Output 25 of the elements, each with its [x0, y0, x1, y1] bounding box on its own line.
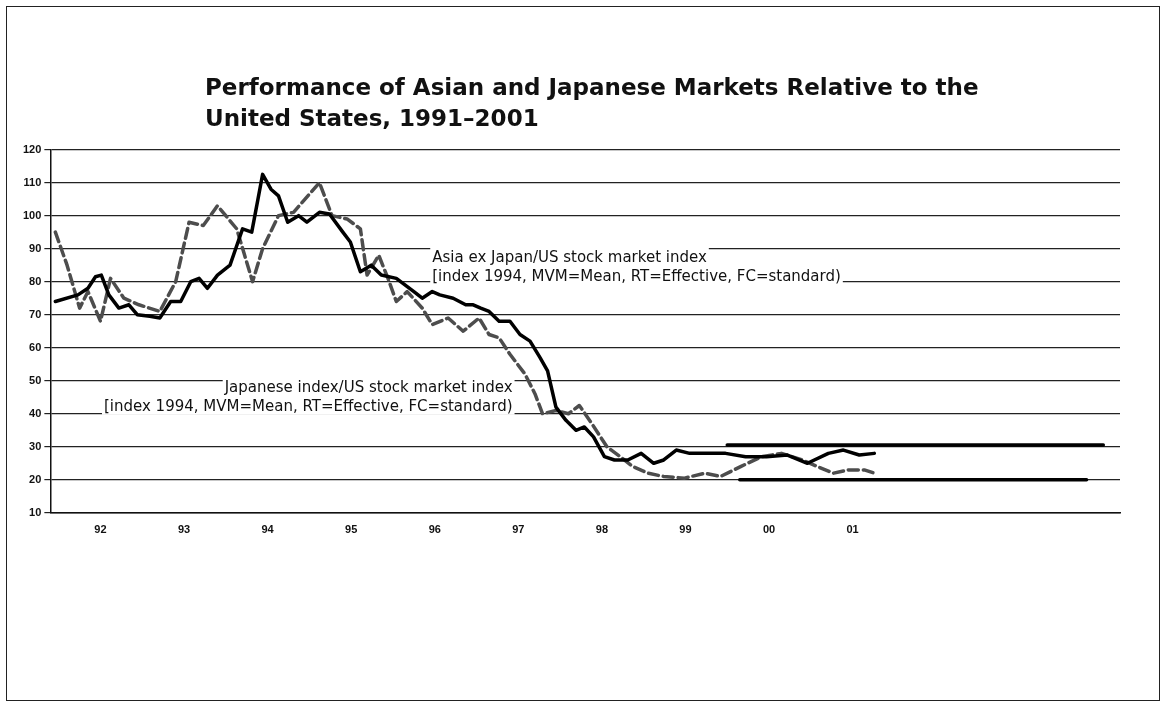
x-tick-label: 97	[512, 523, 525, 536]
y-tick-label: 50	[29, 373, 42, 386]
y-tick-label: 110	[23, 175, 42, 188]
y-tick-label: 30	[29, 439, 42, 452]
y-tick-label: 90	[29, 241, 42, 254]
y-tick-label: 70	[29, 307, 42, 320]
series-label: Japanese index/US stock market index [index 1994, MVM=Mean, RT=Effective, FC=standard)	[103, 377, 513, 415]
y-tick-label: 40	[29, 406, 42, 419]
x-tick-label: 93	[177, 523, 191, 536]
x-tick-label: 92	[94, 523, 107, 536]
x-tick-label: 94	[261, 523, 275, 536]
y-tick-label: 10	[29, 505, 42, 518]
series-label: Asia ex Japan/US stock market index [index 1994, MVM=Mean, RT=Effective, FC=standard)	[432, 247, 841, 285]
chart-title: Performance of Asian and Japanese Markets Relative to the United States, 1991–2001	[205, 73, 980, 133]
x-tick-label: 99	[679, 523, 692, 536]
x-tick-label: 00	[762, 523, 776, 536]
y-tick-label: 20	[29, 472, 42, 485]
x-tick-label: 96	[428, 523, 441, 536]
x-tick-label: 95	[345, 523, 358, 536]
y-tick-label: 120	[22, 142, 42, 155]
y-tick-label: 80	[29, 274, 42, 287]
y-tick-label: 60	[29, 340, 42, 353]
x-tick-label: 01	[846, 523, 859, 536]
y-tick-label: 100	[22, 208, 42, 221]
x-tick-label: 98	[595, 523, 609, 536]
